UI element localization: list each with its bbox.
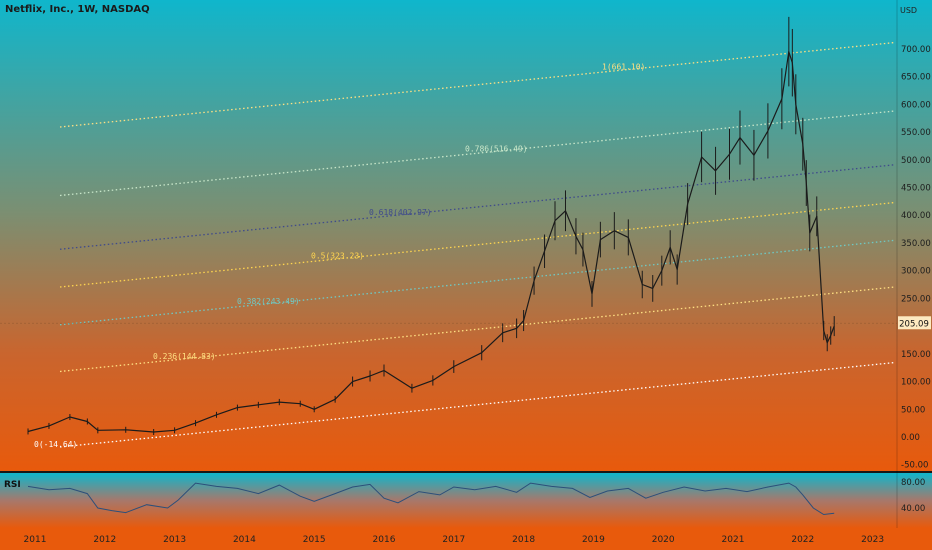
y-tick-label: 350.00 <box>901 239 931 249</box>
fib-level-label: 0.618(402.97) <box>369 208 432 217</box>
rsi-pane-bg <box>0 473 932 528</box>
y-tick-label: 600.00 <box>901 100 931 110</box>
x-tick-label: 2013 <box>163 535 186 545</box>
rsi-label: RSI <box>4 480 21 490</box>
price-badge-layer: 205.09 <box>0 316 931 330</box>
x-tick-label: 2023 <box>861 535 884 545</box>
price-layer <box>27 16 835 436</box>
y-tick-label: 650.00 <box>901 73 931 83</box>
rsi-series-line <box>27 482 835 516</box>
y-tick-label: -50.00 <box>901 461 928 471</box>
rsi-tick-label: 80.00 <box>901 478 925 488</box>
y-tick-label: 300.00 <box>901 267 931 277</box>
y-tick-label: 50.00 <box>901 405 925 415</box>
y-tick-label: 450.00 <box>901 183 931 193</box>
x-tick-label: 2011 <box>24 535 47 545</box>
y-tick-label: 0.00 <box>901 433 920 443</box>
x-tick-labels: 2011 2012 2013 2014 2015 2016 2017 2018 2019 2020… <box>24 535 885 545</box>
x-tick-label: 2012 <box>93 535 116 545</box>
chart-title: Netflix, Inc., 1W, NASDAQ <box>5 4 150 15</box>
y-tick-label: 700.00 <box>901 45 931 55</box>
fib-level-label: 0.236(144.83) <box>153 352 216 361</box>
x-tick-label: 2016 <box>373 535 396 545</box>
x-tick-label: 2019 <box>582 535 605 545</box>
price-series-line <box>27 51 835 433</box>
x-tick-label: 2021 <box>722 535 745 545</box>
x-tick-label: 2020 <box>652 535 675 545</box>
fib-level-label: 0.5(323.23) <box>311 252 364 261</box>
x-tick-label: 2015 <box>303 535 326 545</box>
y-tick-label: 100.00 <box>901 378 931 388</box>
currency-label: USD <box>900 6 918 15</box>
x-tick-label: 2018 <box>512 535 535 545</box>
rsi-tick-label: 40.00 <box>901 504 925 514</box>
rsi-layer <box>27 482 835 516</box>
main-pane-bg <box>0 0 932 471</box>
axis-strip <box>0 528 932 550</box>
y-tick-label: 500.00 <box>901 156 931 166</box>
x-tick-label: 2014 <box>233 535 256 545</box>
fib-level-label: 0.786(516.49) <box>465 145 528 154</box>
x-tick-label: 2022 <box>791 535 814 545</box>
fib-level-label: 0(-14.64) <box>34 440 77 449</box>
price-badge <box>898 316 931 330</box>
y-tick-label: 150.00 <box>901 350 931 360</box>
x-tick-label: 2017 <box>442 535 465 545</box>
y-tick-label: 250.00 <box>901 294 931 304</box>
price-badge-value: 205.09 <box>899 319 929 329</box>
y-tick-label: 550.00 <box>901 128 931 138</box>
fib-level-label: 1(661.10) <box>602 62 645 71</box>
fib-layer: 0(-14.64) 0.236(144.83) 0.382(243.49) 0.5(3… <box>34 41 896 449</box>
fib-level-label: 0.382(243.49) <box>237 297 300 306</box>
y-tick-label: 400.00 <box>901 211 931 221</box>
